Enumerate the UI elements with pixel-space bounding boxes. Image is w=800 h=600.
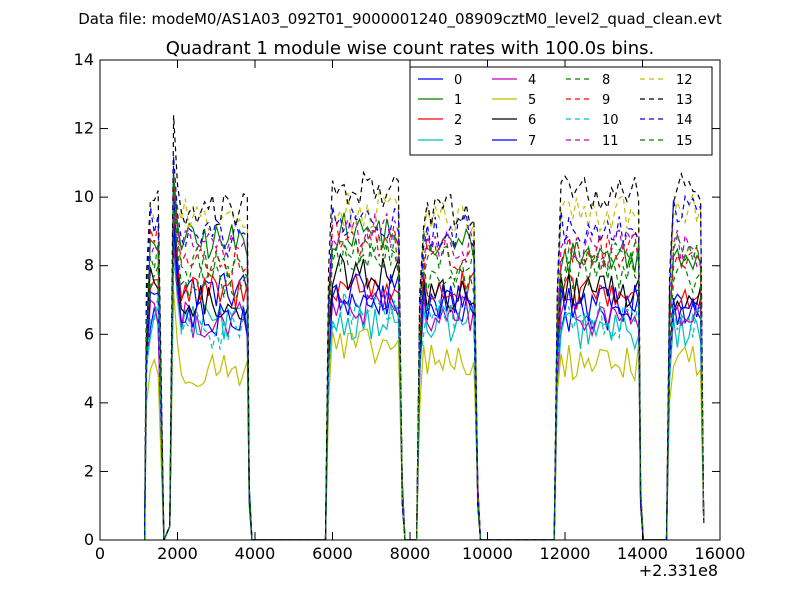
legend-label-13: 13 xyxy=(676,93,693,108)
y-tick-label: 2 xyxy=(84,461,94,480)
legend-label-14: 14 xyxy=(676,113,693,128)
x-tick-label: 2000 xyxy=(157,544,198,563)
legend-label-11: 11 xyxy=(602,134,619,149)
legend-label-4: 4 xyxy=(528,73,536,88)
x-tick-label: 16000 xyxy=(695,544,746,563)
x-offset-label: +2.331e8 xyxy=(639,561,718,580)
chart-title: Quadrant 1 module wise count rates with … xyxy=(166,38,655,59)
legend-label-6: 6 xyxy=(528,113,536,128)
y-tick-label: 10 xyxy=(74,187,94,206)
series-line-9 xyxy=(144,184,705,540)
x-tick-label: 6000 xyxy=(312,544,353,563)
chart-suptitle: Data file: modeM0/AS1A03_092T01_90000012… xyxy=(78,10,722,29)
legend-label-15: 15 xyxy=(676,134,693,149)
x-tick-label: 8000 xyxy=(390,544,431,563)
legend-label-10: 10 xyxy=(602,113,619,128)
series-line-10 xyxy=(144,256,705,540)
legend-label-0: 0 xyxy=(454,73,462,88)
y-tick-label: 6 xyxy=(84,324,94,343)
y-tick-label: 0 xyxy=(84,530,94,549)
x-tick-label: 14000 xyxy=(617,544,668,563)
x-axis: 0 2000 4000 6000 8000 10000 12000 14000 16000 xyxy=(95,60,746,563)
legend-label-7: 7 xyxy=(528,134,536,149)
legend-label-8: 8 xyxy=(602,73,610,88)
y-tick-label: 12 xyxy=(74,119,94,138)
y-tick-label: 14 xyxy=(74,50,94,69)
legend-label-1: 1 xyxy=(454,93,462,108)
series-line-5 xyxy=(144,291,705,540)
series-line-12 xyxy=(144,170,705,540)
series-line-7 xyxy=(144,222,705,540)
legend-label-3: 3 xyxy=(454,134,462,149)
series-line-8 xyxy=(144,205,705,540)
y-tick-label: 4 xyxy=(84,393,94,412)
series-line-14 xyxy=(144,156,705,540)
x-tick-label: 0 xyxy=(95,544,105,563)
series-line-15 xyxy=(144,176,705,540)
legend-label-2: 2 xyxy=(454,113,462,128)
series-layer xyxy=(144,115,705,540)
x-tick-label: 12000 xyxy=(540,544,591,563)
x-tick-label: 4000 xyxy=(235,544,276,563)
legend-label-5: 5 xyxy=(528,93,536,108)
legend-label-9: 9 xyxy=(602,93,610,108)
x-tick-label: 10000 xyxy=(462,544,513,563)
legend-label-12: 12 xyxy=(676,73,693,88)
y-tick-label: 8 xyxy=(84,256,94,275)
